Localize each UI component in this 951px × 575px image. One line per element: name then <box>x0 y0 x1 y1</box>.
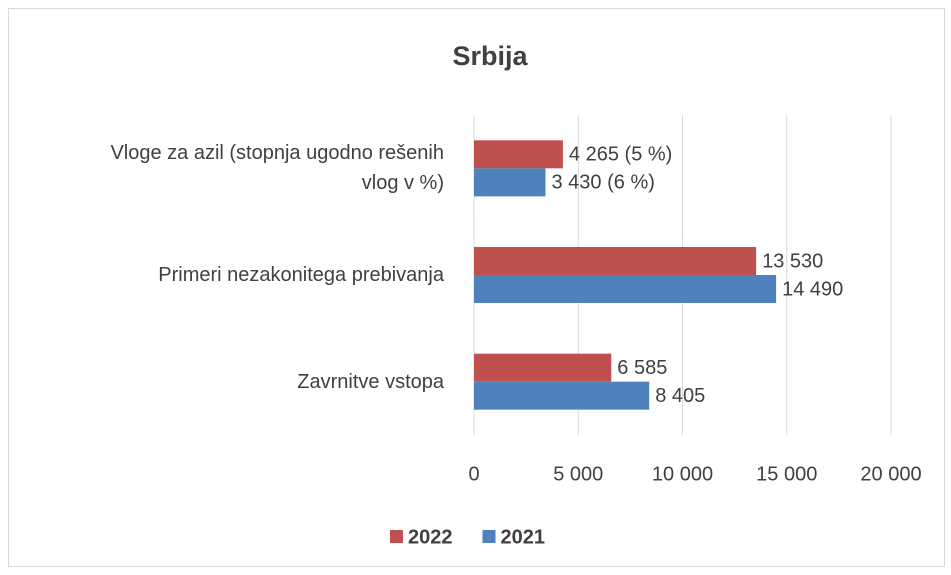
bar <box>474 140 563 169</box>
legend-swatch <box>390 530 403 543</box>
x-tick-label: 5 000 <box>553 463 603 485</box>
x-tick-label: 10 000 <box>652 463 713 485</box>
legend-label: 2022 <box>408 526 453 548</box>
data-label: 6 585 <box>617 357 667 379</box>
bar <box>474 247 757 275</box>
category-label: Vloge za azil (stopnja ugodno rešenih vl… <box>110 142 444 195</box>
bar <box>474 381 650 410</box>
x-tick-label: 15 000 <box>756 463 817 485</box>
bar <box>474 275 777 303</box>
data-label: 3 430 (6 %) <box>552 172 655 194</box>
x-tick-label: 20 000 <box>860 463 921 485</box>
category-label: Primeri nezakonitega prebivanja <box>158 264 444 286</box>
data-label: 4 265 (5 %) <box>569 144 672 166</box>
bar <box>474 353 612 382</box>
category-label: Zavrnitve vstopa <box>297 370 444 393</box>
data-label: 8 405 <box>655 385 705 407</box>
x-tick-label: 0 <box>468 463 479 485</box>
legend-swatch <box>482 530 496 543</box>
data-label: 13 530 <box>762 250 823 272</box>
legend-label: 2021 <box>501 526 546 548</box>
chart-title: Srbija <box>452 41 528 71</box>
bar <box>474 168 546 197</box>
data-label: 14 490 <box>782 278 843 300</box>
